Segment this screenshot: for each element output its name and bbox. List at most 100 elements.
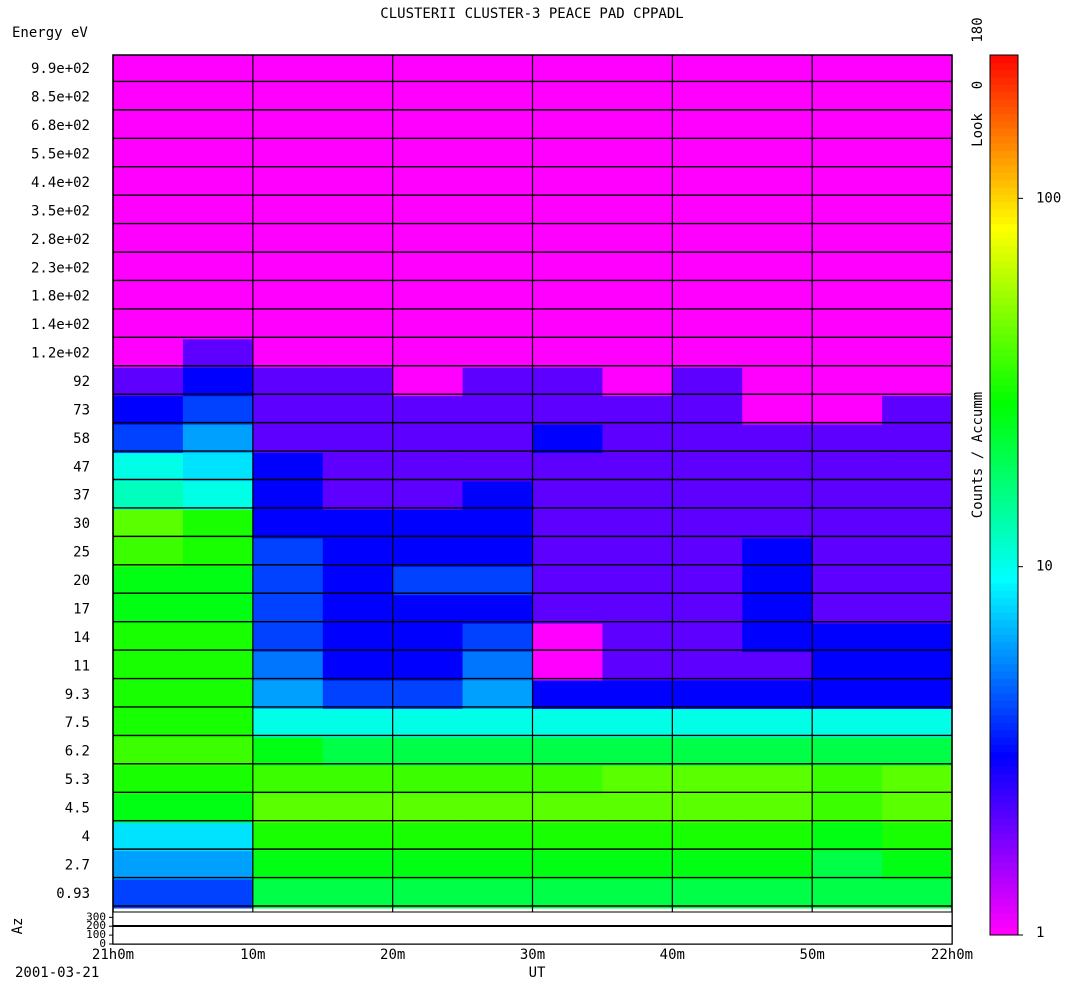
colorbar-step xyxy=(990,157,1018,166)
cell xyxy=(252,509,324,539)
cell xyxy=(182,282,254,312)
cell xyxy=(113,765,184,795)
cell xyxy=(672,652,743,682)
cell xyxy=(602,197,673,227)
cell xyxy=(392,765,464,795)
cell xyxy=(882,111,953,141)
cell xyxy=(182,367,254,397)
colorbar-step xyxy=(990,649,1018,657)
cell xyxy=(252,879,324,909)
cell xyxy=(322,680,394,710)
colorbar-step xyxy=(990,304,1018,313)
y-tick-label: 1.4e+02 xyxy=(31,317,90,333)
cell xyxy=(812,481,883,511)
cell xyxy=(322,737,394,767)
colorbar-step xyxy=(990,480,1018,489)
cell xyxy=(113,481,184,511)
cell xyxy=(882,396,953,426)
cell xyxy=(812,83,883,113)
cell xyxy=(532,168,603,198)
cell xyxy=(182,424,254,454)
cell xyxy=(182,538,254,568)
colorbar-step xyxy=(990,546,1018,555)
cell xyxy=(672,396,743,426)
cell xyxy=(462,680,533,710)
cell xyxy=(392,55,464,84)
cell xyxy=(602,765,673,795)
az-tick-label: 0 xyxy=(99,937,106,950)
cell xyxy=(113,794,184,824)
colorbar-step xyxy=(990,458,1018,467)
colorbar-step xyxy=(990,451,1018,459)
x-tick-label: 40m xyxy=(660,947,685,963)
colorbar-step xyxy=(990,201,1018,210)
cell xyxy=(113,708,184,738)
y-axis-label: Energy eV xyxy=(12,25,88,41)
cell xyxy=(252,765,324,795)
cell xyxy=(252,396,324,426)
cell xyxy=(182,595,254,625)
colorbar-step xyxy=(990,84,1018,93)
cell xyxy=(113,367,184,397)
colorbar-step xyxy=(990,392,1018,401)
colorbar-step xyxy=(990,143,1018,151)
cell xyxy=(532,538,603,568)
y-tick-label: 8.5e+02 xyxy=(31,90,90,106)
cell xyxy=(812,55,883,84)
cell xyxy=(882,83,953,113)
cell xyxy=(182,765,254,795)
cell xyxy=(462,708,533,738)
cell xyxy=(462,737,533,767)
cell xyxy=(882,168,953,198)
cell xyxy=(672,851,743,881)
cell xyxy=(602,282,673,312)
colorbar-step xyxy=(990,671,1018,679)
colorbar-step xyxy=(990,165,1018,173)
colorbar-step xyxy=(990,553,1018,562)
cell xyxy=(182,737,254,767)
cell xyxy=(672,310,743,340)
colorbar-step xyxy=(990,744,1018,753)
cell xyxy=(532,680,603,710)
colorbar-step xyxy=(990,568,1018,577)
cell xyxy=(602,254,673,283)
y-tick-label: 92 xyxy=(73,374,90,390)
cell xyxy=(322,509,394,539)
cell xyxy=(602,794,673,824)
y-tick-label: 14 xyxy=(73,630,90,646)
cell xyxy=(602,168,673,198)
y-tick-label: 20 xyxy=(73,573,90,589)
y-tick-label: 30 xyxy=(73,516,90,532)
cell xyxy=(532,55,603,84)
cell xyxy=(113,538,184,568)
y-tick-label: 0.93 xyxy=(56,886,90,902)
y-tick-label: 4 xyxy=(82,829,90,845)
cell xyxy=(812,282,883,312)
cell xyxy=(602,509,673,539)
colorbar-step xyxy=(990,810,1018,819)
cell xyxy=(462,623,533,653)
cell xyxy=(882,595,953,625)
look-tick-label: 0 xyxy=(970,81,986,89)
cell xyxy=(882,708,953,738)
cell xyxy=(742,708,813,738)
colorbar-step xyxy=(990,348,1018,357)
cell xyxy=(113,595,184,625)
cell xyxy=(182,509,254,539)
cell xyxy=(742,225,813,255)
colorbar-step xyxy=(990,693,1018,701)
cell xyxy=(322,197,394,227)
cell xyxy=(113,197,184,227)
colorbar-step xyxy=(990,773,1018,782)
cell xyxy=(602,822,673,852)
colorbar-step xyxy=(990,99,1018,107)
cell xyxy=(462,566,533,596)
cell xyxy=(672,623,743,653)
cell xyxy=(812,623,883,653)
cell xyxy=(742,396,813,426)
cell xyxy=(322,339,394,369)
cell xyxy=(113,254,184,283)
cell xyxy=(462,765,533,795)
cell xyxy=(322,851,394,881)
cell xyxy=(532,708,603,738)
